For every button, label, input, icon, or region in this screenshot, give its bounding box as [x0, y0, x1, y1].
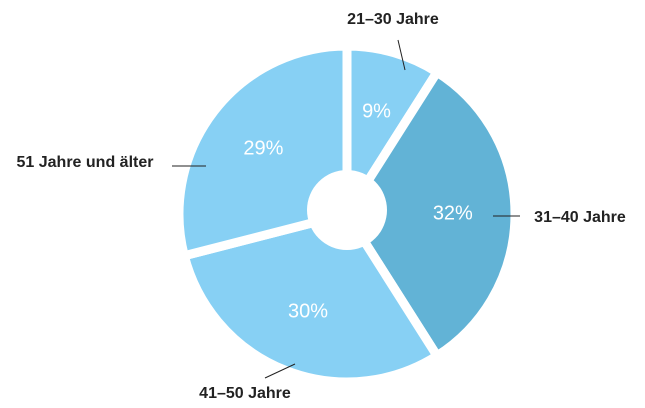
value-label: 32%	[433, 202, 473, 224]
donut-hole	[307, 170, 387, 250]
leader-line	[397, 39, 406, 71]
value-label: 9%	[362, 101, 391, 123]
category-label: 41–50 Jahre	[199, 385, 291, 402]
category-label: 31–40 Jahre	[534, 209, 626, 226]
pie-slice	[174, 41, 352, 262]
value-label: 30%	[288, 301, 328, 323]
pie-slice	[178, 208, 444, 387]
category-label: 21–30 Jahre	[347, 11, 439, 28]
category-label: 51 Jahre und älter	[17, 154, 154, 171]
leader-line	[264, 363, 296, 379]
value-label: 29%	[243, 137, 283, 159]
pie-slice	[341, 65, 520, 363]
